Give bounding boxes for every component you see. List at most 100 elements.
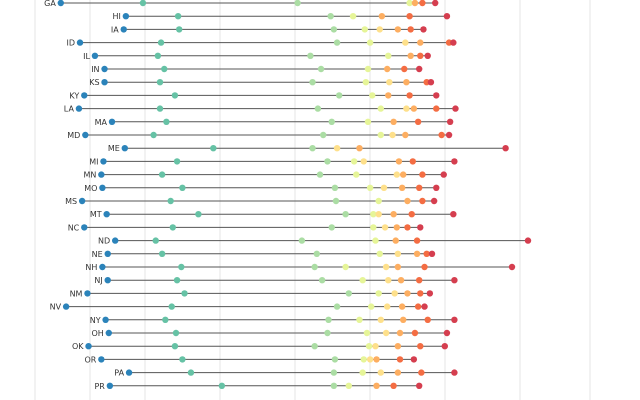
data-point [101, 65, 108, 73]
data-point [390, 118, 397, 126]
data-point [365, 343, 373, 350]
data-point [156, 105, 164, 112]
data-point [369, 92, 376, 99]
data-point [394, 26, 402, 33]
data-point [158, 171, 166, 178]
data-point [362, 79, 370, 86]
state-row-ga: GA [44, 0, 439, 8]
data-point [154, 52, 162, 59]
state-label: NY [90, 316, 101, 325]
data-point [410, 356, 418, 363]
data-point [417, 52, 424, 59]
data-point [430, 197, 438, 205]
data-point [309, 79, 316, 86]
data-point [169, 224, 176, 231]
data-point [327, 13, 334, 20]
state-row-md: MD [67, 131, 453, 140]
data-point [108, 118, 116, 126]
data-point [419, 171, 426, 178]
data-point [360, 356, 367, 363]
data-point [452, 105, 459, 112]
data-point [330, 26, 338, 33]
data-point [356, 316, 363, 323]
data-point [328, 118, 335, 126]
state-row-ne: NE [92, 250, 436, 259]
data-point [384, 303, 391, 310]
state-row-pr: PR [94, 382, 423, 391]
data-point [417, 290, 424, 297]
data-point [386, 79, 393, 86]
data-point [375, 290, 382, 297]
data-point [403, 105, 410, 112]
data-point [416, 382, 423, 389]
data-point [82, 131, 89, 139]
data-point [152, 237, 159, 244]
data-point [396, 329, 404, 337]
data-point [81, 92, 88, 99]
data-point [104, 250, 111, 257]
state-row-nv: NV [50, 303, 428, 312]
data-point [359, 277, 366, 284]
data-point [98, 356, 105, 363]
state-row-ny: NY [90, 316, 458, 325]
data-point [187, 369, 195, 376]
state-row-or: OR [84, 355, 418, 364]
data-point [333, 39, 341, 46]
data-point [120, 26, 127, 33]
data-point [402, 39, 409, 46]
data-point [311, 263, 318, 271]
data-point [421, 303, 428, 310]
data-point [349, 13, 357, 20]
state-label: MD [67, 131, 80, 140]
state-row-in: IN [91, 65, 423, 74]
data-point [375, 197, 382, 205]
data-point [391, 290, 398, 297]
state-row-mo: MO [84, 184, 440, 193]
data-point [414, 303, 422, 310]
data-point [373, 382, 380, 389]
data-point [158, 250, 166, 257]
grid-lines [34, 0, 591, 400]
data-point [524, 237, 532, 244]
data-point [406, 13, 413, 20]
data-point [324, 158, 331, 165]
data-point [400, 316, 407, 323]
data-point [98, 171, 105, 178]
data-point [370, 224, 377, 231]
state-label: NH [85, 263, 97, 272]
data-point [345, 290, 352, 297]
data-point [394, 250, 402, 257]
data-point [410, 105, 418, 112]
data-point [376, 26, 383, 33]
data-point [417, 343, 424, 350]
data-point [171, 343, 179, 350]
data-point [385, 92, 392, 99]
data-point [377, 105, 384, 112]
data-point [451, 158, 458, 165]
state-label: ME [108, 144, 120, 153]
state-label: PR [94, 382, 105, 391]
data-point [333, 145, 341, 152]
data-point [106, 382, 114, 389]
data-point [105, 329, 113, 337]
state-label: MT [90, 210, 102, 219]
data-point [404, 197, 411, 205]
data-point [103, 211, 110, 218]
data-point [332, 197, 340, 205]
data-point [393, 171, 400, 178]
data-point [76, 39, 84, 46]
state-row-pa: PA [114, 369, 458, 378]
data-point [370, 211, 377, 218]
data-point [419, 0, 426, 7]
state-label: MS [65, 197, 77, 206]
data-point [398, 303, 406, 310]
data-point [438, 131, 445, 139]
data-point [314, 105, 322, 112]
data-point [416, 184, 423, 191]
data-point [443, 329, 451, 337]
data-point [181, 290, 188, 297]
state-row-hi: HI [112, 12, 451, 21]
data-point [406, 92, 413, 99]
data-point [75, 105, 83, 112]
